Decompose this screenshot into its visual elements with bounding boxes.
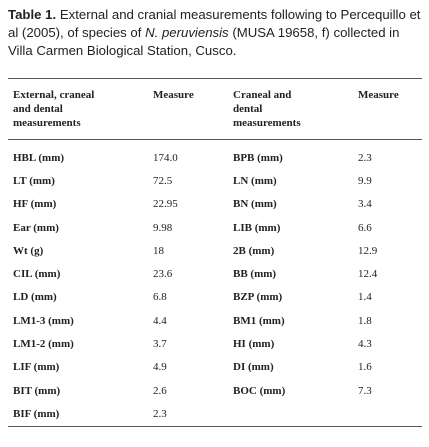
table-row: HF (mm) 22.95 BN (mm) 3.4 [8, 193, 422, 216]
measurement-name: Wt (g) [13, 244, 44, 257]
measurement-name: LT (mm) [13, 174, 55, 187]
table-row: Wt (g) 18 2B (mm) 12.9 [8, 239, 422, 262]
measurement-name: BIT (mm) [13, 384, 61, 397]
measurement-name: HI (mm) [233, 338, 275, 351]
table-row: BIT (mm) 2.6 BOC (mm) 7.3 [8, 379, 422, 402]
measurement-value: 1.4 [358, 291, 372, 304]
measurement-value: 2.6 [153, 384, 167, 397]
measurement-value: 72.5 [153, 174, 173, 187]
species-name: N. peruviensis [145, 25, 229, 40]
caption-text: External and cranial measurements follow… [8, 7, 421, 40]
measurement-value: 18 [153, 244, 164, 257]
measurement-name: HBL (mm) [13, 151, 65, 164]
measurement-name: LM1-3 (mm) [13, 314, 74, 327]
measurement-name: BPB (mm) [233, 151, 283, 164]
measurement-value: 2.3 [153, 407, 167, 420]
table-row: LM1-3 (mm) 4.4 BM1 (mm) 1.8 [8, 309, 422, 332]
measurement-value: 3.7 [153, 338, 167, 351]
caption-label: Table 1. [8, 7, 57, 22]
measurement-value: 2.3 [358, 151, 372, 164]
table-body: HBL (mm) 174.0 BPB (mm) 2.3 LT (mm) 72.5 LN (m… [8, 140, 422, 427]
measurement-name: BOC (mm) [233, 384, 286, 397]
measurements-table: External, craneal and dental measurement… [8, 78, 422, 427]
header-cell: External, craneal and dental measurement… [8, 78, 148, 140]
measurement-name: BB (mm) [233, 268, 277, 281]
measurement-name: CIL (mm) [13, 268, 61, 281]
measurement-name: LN (mm) [233, 174, 277, 187]
measurement-value: 9.9 [358, 174, 372, 187]
measurement-name: 2B (mm) [233, 244, 275, 257]
measurement-name: BIF (mm) [13, 407, 60, 420]
table-row: LM1-2 (mm) 3.7 HI (mm) 4.3 [8, 332, 422, 355]
header-text: Craneal and dental measurements [233, 89, 301, 129]
measurement-name: DI (mm) [233, 361, 274, 374]
measurement-name: BZP (mm) [233, 291, 283, 304]
measurement-name: BN (mm) [233, 198, 277, 211]
measurement-value: 12.4 [358, 268, 378, 281]
header-cell: Craneal and dental measurements [228, 78, 353, 140]
measurement-name: LIB (mm) [233, 221, 281, 234]
table-row: Ear (mm) 9.98 LIB (mm) 6.6 [8, 216, 422, 239]
measurement-name: Ear (mm) [13, 221, 59, 234]
header-text: External, craneal and dental measurement… [13, 89, 95, 129]
measurement-value: 6.6 [358, 221, 372, 234]
measurement-name: BM1 (mm) [233, 314, 285, 327]
table-row: LT (mm) 72.5 LN (mm) 9.9 [8, 169, 422, 192]
measurement-name: LD (mm) [13, 291, 57, 304]
measurement-value: 22.95 [153, 198, 178, 211]
header-cell: Measure [353, 78, 422, 140]
measurement-value: 4.3 [358, 338, 372, 351]
caption-text: (MUSA 19658, f) collected in Villa Carme… [8, 25, 400, 58]
measurement-name: LIF (mm) [13, 361, 60, 374]
measurement-value: 174.0 [153, 151, 178, 164]
measurement-name: LM1-2 (mm) [13, 338, 74, 351]
measurement-value: 3.4 [358, 198, 372, 211]
measurement-name: HF (mm) [13, 198, 57, 211]
measurement-value: 1.6 [358, 361, 372, 374]
measurement-value: 9.98 [153, 221, 173, 234]
table-caption: Table 1. External and cranial measuremen… [8, 6, 426, 60]
measurement-value: 7.3 [358, 384, 372, 397]
measurement-value: 1.8 [358, 314, 372, 327]
measurement-value: 12.9 [358, 244, 378, 257]
measurement-value: 4.4 [153, 314, 167, 327]
table-row: CIL (mm) 23.6 BB (mm) 12.4 [8, 262, 422, 285]
measurement-value: 23.6 [153, 268, 173, 281]
table-row: BIF (mm) 2.3 [8, 402, 422, 426]
measurement-value: 4.9 [153, 361, 167, 374]
table-row: HBL (mm) 174.0 BPB (mm) 2.3 [8, 140, 422, 170]
table-row: LD (mm) 6.8 BZP (mm) 1.4 [8, 286, 422, 309]
header-row: External, craneal and dental measurement… [8, 78, 422, 140]
table-row: LIF (mm) 4.9 DI (mm) 1.6 [8, 356, 422, 379]
measurement-value: 6.8 [153, 291, 167, 304]
header-cell: Measure [148, 78, 228, 140]
